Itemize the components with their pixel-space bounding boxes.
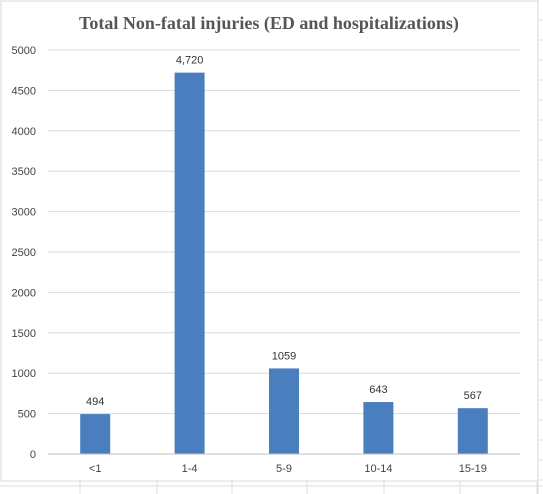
x-axis-tick-labels: <1 1-4 5-9 10-14 15-19 bbox=[89, 463, 487, 475]
bar-1-4 bbox=[174, 72, 205, 455]
x-tick-label-1-4: 1-4 bbox=[182, 463, 198, 475]
y-tick-label-0: 0 bbox=[30, 449, 36, 461]
bar-5-9 bbox=[269, 368, 299, 454]
x-tick-label-15-19: 15-19 bbox=[459, 463, 487, 475]
y-tick-label-4500: 4500 bbox=[12, 85, 36, 97]
bar-series bbox=[80, 72, 488, 455]
y-tick-label-1000: 1000 bbox=[12, 368, 36, 380]
bar-10-14 bbox=[363, 402, 394, 454]
y-tick-label-5000: 5000 bbox=[12, 45, 36, 57]
data-label-<1: 494 bbox=[86, 396, 104, 408]
data-label-10-14: 643 bbox=[369, 384, 387, 396]
y-tick-label-2500: 2500 bbox=[12, 247, 36, 259]
x-tick-label-5-9: 5-9 bbox=[276, 463, 292, 475]
x-tick-label-10-14: 10-14 bbox=[364, 463, 392, 475]
data-labels: 494 4,720 1059 643 567 bbox=[86, 55, 482, 408]
chart-title: Total Non-fatal injuries (ED and hospita… bbox=[79, 13, 459, 34]
y-tick-label-2000: 2000 bbox=[12, 287, 36, 299]
y-axis-tick-labels: 0 500 1000 1500 2000 2500 3000 3500 4000 4500 5000 bbox=[12, 45, 36, 461]
bar-<1 bbox=[80, 414, 111, 454]
y-tick-label-500: 500 bbox=[18, 409, 36, 421]
data-label-15-19: 567 bbox=[464, 390, 482, 402]
y-tick-label-3000: 3000 bbox=[12, 207, 36, 219]
data-label-1-4: 4,720 bbox=[176, 55, 204, 67]
data-label-5-9: 1059 bbox=[272, 350, 296, 362]
y-tick-label-4000: 4000 bbox=[12, 126, 36, 138]
y-tick-label-1500: 1500 bbox=[12, 328, 36, 340]
y-tick-label-3500: 3500 bbox=[12, 166, 36, 178]
x-tick-label-<1: <1 bbox=[89, 463, 102, 475]
bar-15-19 bbox=[457, 408, 488, 454]
